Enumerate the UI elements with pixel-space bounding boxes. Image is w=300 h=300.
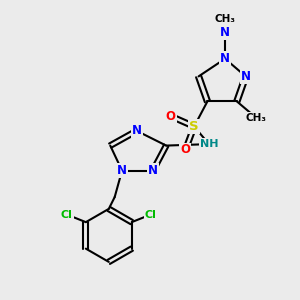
Text: N: N (220, 26, 230, 39)
Text: Cl: Cl (61, 210, 73, 220)
Text: N: N (117, 164, 127, 177)
Text: CH₃: CH₃ (245, 112, 266, 123)
Text: NH: NH (200, 139, 218, 149)
Text: N: N (241, 70, 251, 83)
Text: O: O (166, 110, 176, 123)
Text: Cl: Cl (145, 210, 157, 220)
Text: CH₃: CH₃ (214, 14, 236, 24)
Text: N: N (220, 26, 230, 39)
Text: N: N (220, 52, 230, 65)
Text: O: O (180, 143, 190, 157)
Text: N: N (132, 124, 142, 137)
Text: N: N (241, 70, 251, 83)
Text: N: N (220, 52, 230, 65)
Text: N: N (220, 52, 230, 65)
Text: CH₃: CH₃ (214, 14, 236, 24)
Text: N: N (148, 164, 158, 177)
Text: S: S (189, 120, 199, 133)
